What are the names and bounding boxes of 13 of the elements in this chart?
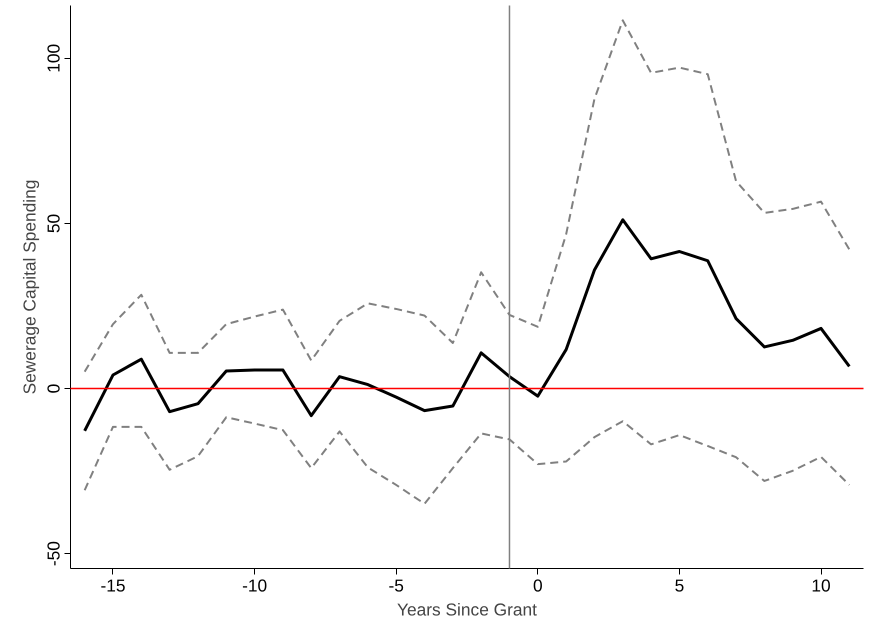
y-tick-label: 0	[44, 384, 64, 394]
x-tick-label: -5	[388, 576, 404, 596]
x-axis-title: Years Since Grant	[397, 600, 538, 620]
x-tick-label: -15	[100, 576, 126, 596]
x-tick-label: 10	[811, 576, 831, 596]
y-tick-label: 100	[44, 44, 64, 73]
x-tick-label: 0	[532, 576, 543, 596]
y-tick-label: 50	[44, 214, 64, 234]
y-axis-title: Sewerage Capital Spending	[20, 180, 40, 394]
y-tick-label: -50	[44, 541, 64, 566]
x-tick-label: 5	[674, 576, 684, 596]
x-tick-label: -10	[242, 576, 268, 596]
line-series	[83, 218, 851, 432]
